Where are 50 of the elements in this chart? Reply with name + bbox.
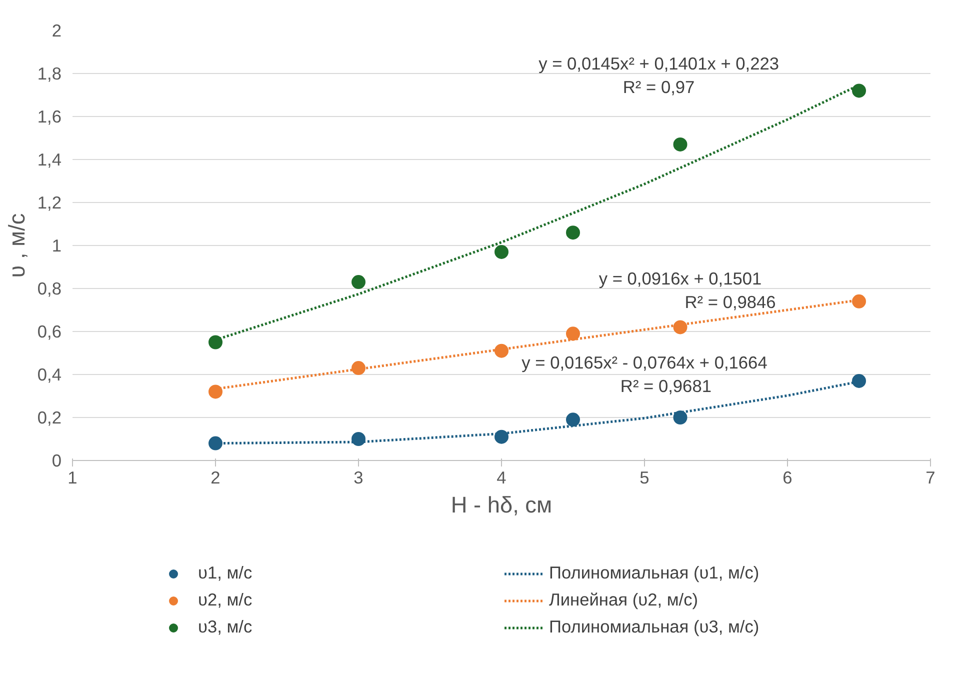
point (673, 320, 688, 334)
x-tick-label: 5 (640, 468, 650, 488)
y-axis-title: υ , м/с (3, 213, 30, 278)
annotation: y = 0,0165x² - 0,0764x + 0,1664 (522, 352, 768, 372)
y-tick-label: 0,8 (37, 278, 62, 298)
y-tick-label: 1,4 (37, 150, 62, 170)
point (566, 412, 580, 427)
y-tick-label: 1 (52, 236, 62, 256)
legend-label: υ1, м/с (198, 562, 254, 584)
y-tick-label: 0,6 (37, 322, 62, 342)
legend-label: υ2, м/с (198, 590, 254, 610)
y-tick-label: 0,4 (37, 364, 62, 384)
point (208, 436, 222, 450)
point (494, 244, 508, 259)
point (208, 384, 222, 399)
annotation: R² = 0,9681 (620, 376, 712, 396)
x-tick-label: 3 (354, 468, 364, 488)
annotation: y = 0,0145x² + 0,1401x + 0,223 (538, 54, 779, 74)
legend-label: Полиномиальная (υ1, м/с) (549, 562, 760, 584)
x-tick-label: 2 (210, 468, 220, 488)
annotation: R² = 0,9846 (684, 292, 776, 312)
point (566, 326, 580, 341)
x-tick-label: 4 (496, 468, 507, 488)
point (494, 344, 508, 358)
legend-label: Линейная (υ2, м/с) (549, 590, 700, 610)
point (852, 294, 866, 308)
y-tick-label: 0,2 (37, 408, 62, 428)
y-tick-label: 1,2 (37, 192, 62, 212)
y-tick-label: 0 (52, 450, 62, 470)
point (852, 84, 866, 98)
point (352, 275, 366, 290)
point (673, 137, 688, 152)
point (208, 335, 222, 350)
x-tick-label: 1 (68, 468, 78, 488)
annotation: R² = 0,97 (622, 77, 695, 98)
legend-label: υ3, м/с (198, 616, 254, 638)
point (673, 410, 688, 424)
y-tick-label: 2 (52, 20, 62, 40)
point (494, 430, 508, 444)
y-tick-label: 1,6 (37, 106, 62, 126)
x-tick-label: 7 (926, 468, 936, 488)
x-axis-title: H - hδ, см (450, 492, 552, 518)
y-tick-label: 1,8 (37, 64, 62, 84)
legend-label: Полиномиальная (υ3, м/с) (549, 616, 760, 638)
x-tick-label: 6 (782, 468, 792, 488)
point (352, 361, 366, 376)
point (352, 432, 366, 446)
annotation: y = 0,0916x + 0,1501 (598, 268, 762, 288)
point (852, 374, 866, 388)
point (566, 226, 580, 240)
